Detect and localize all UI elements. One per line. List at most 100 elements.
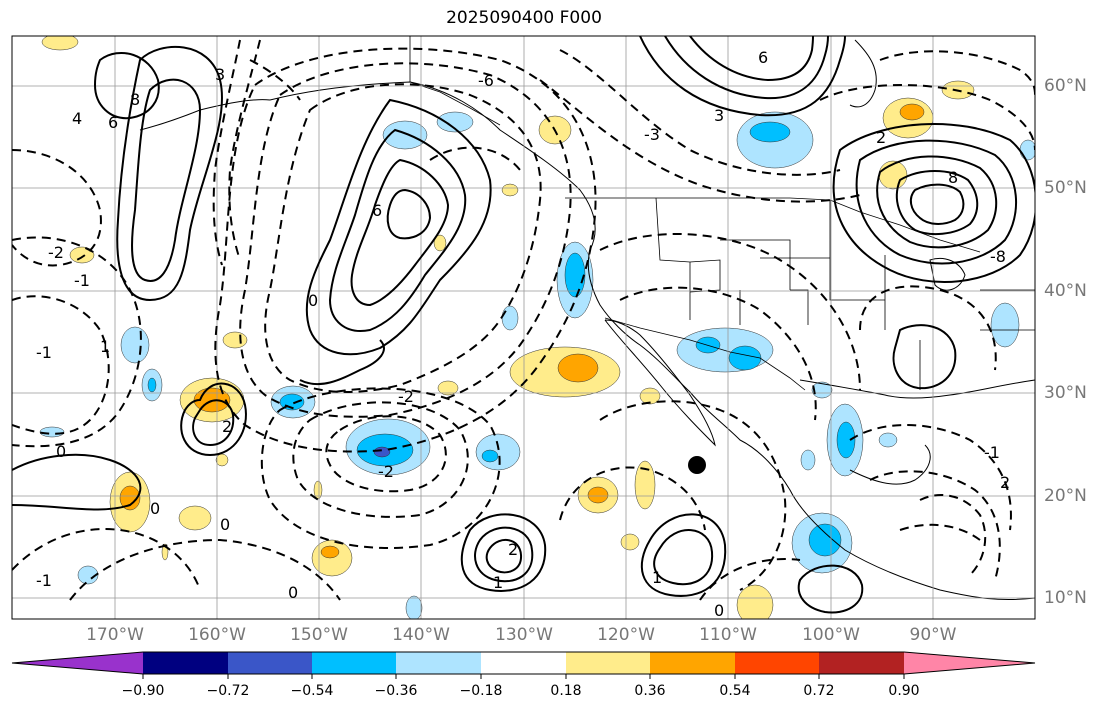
baja-california-coastline bbox=[604, 319, 716, 447]
negative-anomaly-patch bbox=[39, 426, 65, 438]
colorbar-extend-min bbox=[12, 652, 143, 674]
negative-anomaly-patch bbox=[501, 305, 519, 331]
longitude-label: 100°W bbox=[802, 625, 860, 645]
longitude-label: 170°W bbox=[86, 625, 144, 645]
colorbar-bin bbox=[228, 652, 312, 674]
map-border bbox=[11, 35, 1036, 620]
contour-label: 3 bbox=[215, 65, 225, 84]
positive-anomaly-patch bbox=[119, 485, 141, 511]
contour-label: -2 bbox=[398, 387, 414, 406]
negative-anomaly-patch bbox=[749, 121, 791, 143]
shaded-anomaly-fills bbox=[39, 36, 1035, 619]
longitude-label: 130°W bbox=[495, 625, 553, 645]
contour-line bbox=[192, 399, 235, 447]
negative-anomaly-patch bbox=[405, 595, 423, 619]
positive-anomaly-patch bbox=[587, 486, 609, 504]
positive-anomaly-patch bbox=[501, 183, 519, 197]
contour-line bbox=[599, 232, 861, 391]
negative-anomaly-patch bbox=[77, 565, 99, 585]
colorbar-bin bbox=[396, 652, 481, 674]
contour-line bbox=[895, 170, 979, 236]
solid-contours bbox=[12, 36, 1035, 614]
contour-line bbox=[559, 49, 841, 176]
contour-line bbox=[429, 146, 521, 171]
contour-line bbox=[639, 36, 846, 117]
contour-line bbox=[832, 122, 1035, 283]
contour-line bbox=[264, 83, 542, 393]
contour-label: -2 bbox=[48, 243, 64, 262]
negative-anomaly-patch bbox=[808, 523, 842, 557]
longitude-label: 120°W bbox=[597, 625, 655, 645]
us-mexico-border bbox=[604, 317, 806, 391]
contour-labels: 0 0 0 0 0 0 2 2 2 3 3 4 6 6 6 8 8 -1 -1 … bbox=[36, 48, 1010, 620]
negative-anomaly-patch bbox=[728, 345, 762, 371]
negative-anomaly-patch bbox=[564, 252, 586, 298]
contour-line bbox=[249, 59, 301, 101]
positive-anomaly-patch bbox=[878, 160, 908, 190]
contour-label: 1 bbox=[100, 337, 110, 356]
latitude-label: 40°N bbox=[1044, 281, 1087, 301]
contour-label: 0 bbox=[714, 601, 724, 620]
contour-line bbox=[559, 466, 706, 531]
negative-anomaly-patch bbox=[800, 449, 816, 471]
colorbar-tick-label: 0.18 bbox=[550, 683, 582, 699]
colorbar-tick-label: −0.72 bbox=[206, 683, 250, 699]
gulf-of-mexico-coastline bbox=[799, 379, 1035, 399]
hudson-bay-region-coastline bbox=[849, 39, 877, 108]
contour-line bbox=[869, 470, 1001, 581]
negative-anomaly-patch bbox=[990, 302, 1020, 348]
contour-line bbox=[909, 183, 965, 225]
dashed-contours bbox=[12, 39, 1035, 601]
colorbar-tick-label: 0.54 bbox=[719, 683, 751, 699]
contour-line bbox=[12, 453, 142, 511]
contour-line bbox=[328, 128, 467, 332]
colorbar-extend-max bbox=[904, 652, 1035, 674]
contour-line bbox=[325, 415, 447, 493]
contour-line bbox=[228, 39, 261, 261]
positive-anomaly-patch bbox=[736, 584, 774, 619]
contour-line bbox=[350, 158, 450, 307]
negative-anomaly-patch bbox=[481, 449, 499, 463]
colorbar-tick-label: −0.54 bbox=[290, 683, 334, 699]
contour-label: 4 bbox=[72, 109, 82, 128]
contour-label: 6 bbox=[372, 201, 382, 220]
negative-anomaly-patch bbox=[878, 432, 898, 448]
positive-anomaly-patch bbox=[557, 353, 599, 383]
contour-label: 0 bbox=[308, 291, 318, 310]
negative-anomaly-patch bbox=[475, 433, 521, 471]
contour-line bbox=[305, 98, 492, 356]
positive-anomaly-patch bbox=[433, 234, 447, 252]
colorbar-bin bbox=[312, 652, 396, 674]
contour-line bbox=[12, 528, 201, 591]
positive-anomaly-patch bbox=[41, 36, 79, 51]
contour-line bbox=[892, 324, 957, 390]
contour-label: -8 bbox=[990, 247, 1006, 266]
contour-line bbox=[899, 523, 981, 541]
colorbar-tick-label: 0.36 bbox=[634, 683, 666, 699]
latitude-label: 10°N bbox=[1044, 588, 1087, 608]
contour-label: -1 bbox=[36, 571, 52, 590]
colorbar-bin bbox=[819, 652, 904, 674]
contour-line bbox=[919, 494, 987, 576]
positive-anomaly-patch bbox=[639, 387, 661, 405]
longitude-label: 160°W bbox=[188, 625, 246, 645]
contour-line bbox=[292, 401, 469, 518]
great-lakes-outline bbox=[929, 257, 966, 291]
colorbar-tick-label: 0.90 bbox=[888, 683, 920, 699]
positive-anomaly-patch bbox=[215, 453, 229, 467]
latitude-label: 30°N bbox=[1044, 383, 1087, 403]
contour-line bbox=[664, 36, 829, 100]
positive-anomaly-patch bbox=[313, 480, 323, 500]
contour-line bbox=[474, 526, 534, 583]
contour-line bbox=[386, 188, 432, 240]
contour-line bbox=[849, 424, 1012, 531]
yucatan-coastline bbox=[849, 444, 931, 485]
contour-label: 0 bbox=[150, 499, 160, 518]
alaska-canada-border bbox=[409, 36, 501, 126]
longitude-label: 110°W bbox=[699, 625, 757, 645]
contour-line bbox=[640, 513, 727, 597]
negative-anomaly-patch bbox=[436, 111, 474, 133]
contour-line bbox=[93, 51, 160, 120]
contour-label: 3 bbox=[714, 106, 724, 125]
colorbar-tick-label: −0.18 bbox=[459, 683, 503, 699]
